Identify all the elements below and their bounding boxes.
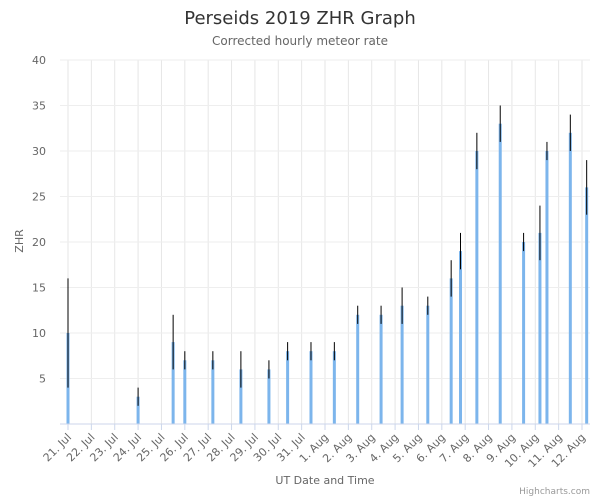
zhr-bar[interactable] <box>475 151 479 424</box>
y-tick-label: 30 <box>32 145 46 158</box>
bar-series <box>66 123 589 425</box>
zhr-bar[interactable] <box>286 351 290 424</box>
zhr-bar[interactable] <box>309 351 313 424</box>
zhr-bar[interactable] <box>545 151 549 424</box>
zhr-bar[interactable] <box>426 305 430 424</box>
zhr-bar[interactable] <box>332 351 336 424</box>
zhr-bar[interactable] <box>211 360 215 424</box>
zhr-bar[interactable] <box>585 187 589 424</box>
zhr-bar[interactable] <box>459 251 463 424</box>
highcharts-credit[interactable]: Highcharts.com <box>519 487 590 497</box>
zhr-bar[interactable] <box>568 132 572 425</box>
zhr-bar[interactable] <box>379 314 383 424</box>
y-tick-label: 20 <box>32 236 46 249</box>
error-bar-series <box>67 105 588 406</box>
y-tick-label: 40 <box>32 54 46 67</box>
grid-lines <box>60 59 590 424</box>
zhr-bar[interactable] <box>356 314 360 424</box>
zhr-bar[interactable] <box>400 305 404 424</box>
zhr-bar[interactable] <box>183 360 187 424</box>
zhr-bar[interactable] <box>136 396 140 424</box>
zhr-bar[interactable] <box>498 123 502 424</box>
x-axis-title: UT Date and Time <box>275 474 374 487</box>
chart-title: Perseids 2019 ZHR Graph <box>184 8 416 29</box>
chart-subtitle: Corrected hourly meteor rate <box>212 34 388 48</box>
zhr-bar[interactable] <box>267 369 271 424</box>
zhr-bar[interactable] <box>522 242 526 424</box>
y-axis-title: ZHR <box>13 229 26 253</box>
y-tick-label: 5 <box>39 373 46 386</box>
y-tick-label: 15 <box>32 282 46 295</box>
zhr-bar[interactable] <box>171 342 175 424</box>
y-tick-label: 35 <box>32 100 46 113</box>
y-tick-label: 10 <box>32 327 46 340</box>
y-axis: 5 10 15 20 25 30 35 40 <box>32 54 46 386</box>
zhr-bar[interactable] <box>538 232 542 424</box>
zhr-bar[interactable] <box>449 278 453 424</box>
zhr-bar[interactable] <box>239 369 243 424</box>
y-tick-label: 25 <box>32 191 46 204</box>
